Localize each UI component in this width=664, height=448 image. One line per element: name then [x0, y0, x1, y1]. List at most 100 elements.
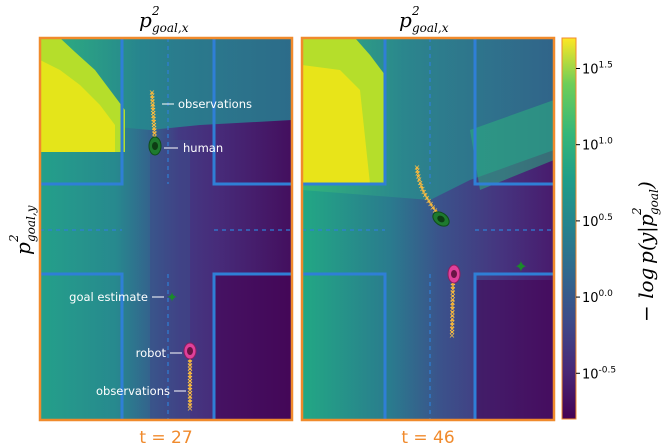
svg-text:goal,x: goal,x [152, 21, 189, 35]
left-panel-frame [38, 36, 294, 422]
left-heatmap-bright-region [40, 60, 115, 152]
right-human-observation-point: × [429, 203, 436, 212]
right-human-observation-point: × [432, 206, 439, 215]
right-road-lines [302, 38, 554, 420]
right-robot-observation-point: × [449, 301, 456, 310]
left-robot-observation-point: × [187, 367, 194, 376]
left-robot-observations: ×××××××××××××××××× [187, 352, 194, 413]
svg-text:2: 2 [151, 4, 160, 18]
colorbar-tick-label: 101.5 [582, 60, 613, 77]
right-robot-observations: ×××××××××××××××××× [449, 275, 457, 340]
left-human-observation-point: × [151, 120, 158, 129]
left-goal-estimate-star: ✦ [166, 290, 178, 306]
right-goal-estimate-star: ✦ [514, 257, 527, 276]
right-robot-marker [447, 264, 461, 284]
right-human-observation-point: × [417, 178, 424, 187]
right-human-observation-point: × [415, 172, 422, 181]
left-panel-title: p 2 goal,x [139, 4, 189, 35]
left-road-lines [40, 38, 292, 420]
colorbar-tick-label: 101.0 [582, 137, 613, 154]
left-human-observation-point: × [150, 103, 157, 112]
svg-text:|: | [634, 226, 659, 233]
right-human-observation-point: × [418, 181, 425, 190]
left-robot-observation-point: × [187, 389, 194, 398]
left-robot-observation-point: × [187, 376, 194, 385]
left-human-observation-point: × [149, 94, 156, 103]
left-robot-marker [183, 342, 197, 360]
left-human-observation-point: × [149, 100, 156, 109]
right-heatmap-dark-corner [476, 280, 554, 420]
left-human-observation-point: × [151, 129, 158, 138]
svg-text:goal,x: goal,x [412, 21, 449, 35]
colorbar-tick-label: 10-0.5 [582, 365, 616, 382]
right-human-observation-point: × [414, 166, 421, 175]
left-annotations: observations human goal estimate robot o… [69, 97, 252, 398]
svg-text:goal,y: goal,y [24, 205, 38, 242]
right-robot-observation-point: × [449, 295, 456, 304]
left-human-observation-point: × [149, 88, 156, 97]
colorbar-label: − log p ( y | p 2 goal ) [630, 181, 661, 322]
left-heatmap-dark-corner [215, 275, 292, 420]
right-human-observation-point: × [414, 169, 421, 178]
annotation-human: human [183, 141, 223, 155]
right-robot-observation-point: × [449, 328, 456, 337]
right-robot-observation-point: × [449, 324, 456, 333]
right-robot-observation-point: × [449, 288, 456, 297]
y-axis-label: p 2 goal,y [7, 205, 38, 255]
annotation-robot: robot [136, 346, 167, 360]
svg-text:p: p [634, 214, 658, 227]
left-panel [40, 38, 292, 420]
right-time-label: t = 46 [401, 428, 454, 448]
svg-text:goal: goal [647, 189, 661, 215]
right-robot-observation-point: × [449, 321, 456, 330]
left-robot-observation-point: × [187, 383, 194, 392]
svg-text:p: p [399, 8, 412, 32]
right-human-observation-point: × [416, 175, 423, 184]
colorbar-tick-label: 100.0 [582, 289, 613, 306]
right-heatmap-green-band [470, 100, 554, 190]
right-human-observation-point: × [423, 194, 430, 203]
svg-text:y: y [634, 232, 658, 245]
right-panel-frame [300, 36, 556, 422]
left-robot-observation-point: × [187, 401, 194, 410]
svg-text:2: 2 [411, 4, 420, 18]
right-human-marker [432, 211, 450, 227]
right-human-observation-point: × [414, 163, 421, 172]
left-robot-observation-point: × [187, 398, 194, 407]
svg-text:(: ( [634, 242, 658, 251]
svg-text:p: p [139, 8, 152, 32]
svg-text:− log: − log [634, 268, 658, 322]
left-heatmap-dark-column [150, 140, 190, 420]
right-robot-observation-path [450, 278, 455, 336]
left-lane-dashes [40, 38, 292, 420]
left-human-observation-point: × [151, 126, 158, 135]
right-robot-observation-point: × [449, 331, 456, 340]
left-robot-observation-point: × [187, 355, 194, 364]
svg-text:2: 2 [630, 207, 644, 216]
left-human-observation-point: × [151, 123, 158, 132]
right-human-observation-point: × [425, 197, 432, 206]
left-robot-observation-point: × [187, 380, 194, 389]
right-human-observation-point: × [420, 187, 427, 196]
left-human-observation-point: × [150, 114, 157, 123]
svg-text:p: p [11, 242, 35, 255]
svg-text:): ) [634, 181, 658, 190]
annotation-observations-bottom: observations [96, 384, 170, 398]
left-human-marker [148, 136, 162, 156]
annotation-observations-top: observations [178, 97, 252, 111]
right-heatmap-bright-region [302, 65, 370, 184]
right-robot-observation-point: × [449, 305, 456, 314]
left-robot-observation-point: × [187, 373, 194, 382]
left-human-observation-point: × [150, 106, 157, 115]
svg-text:p: p [634, 251, 658, 264]
left-robot-observation-point: × [187, 370, 194, 379]
right-robot-observation-point: × [449, 318, 456, 327]
right-robot-observation-point: × [450, 282, 457, 291]
right-robot-observation-point: × [449, 285, 456, 294]
right-lane-dashes [302, 38, 554, 420]
right-robot-observation-point: × [449, 291, 456, 300]
colorbar [561, 37, 577, 420]
left-human-observation-point: × [150, 117, 157, 126]
colorbar-ticks: 101.5 101.0 100.5 100.0 10-0.5 [576, 60, 616, 382]
